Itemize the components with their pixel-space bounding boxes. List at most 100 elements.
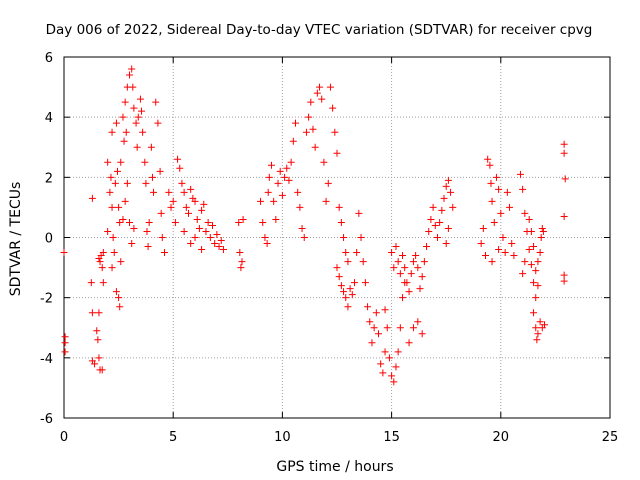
data-point [126,71,134,79]
data-point [195,224,203,232]
data-point [111,179,119,187]
data-point [320,158,328,166]
data-point [296,203,304,211]
data-point [527,261,535,269]
data-point [449,203,457,211]
chart-title: Day 006 of 2022, Sidereal Day-to-day VTE… [46,22,593,38]
data-point [121,98,129,106]
data-point [289,137,297,145]
data-point [276,167,284,175]
data-point [396,324,404,332]
data-point [348,291,356,299]
data-point [560,277,568,285]
data-point [239,215,247,223]
data-point [329,104,337,112]
data-point [416,285,424,293]
data-point [359,258,367,266]
data-point [263,240,271,248]
data-point [418,273,426,281]
y-tick-label: -4 [40,352,53,367]
data-point [107,173,115,181]
data-point [431,221,439,229]
data-point [116,303,124,311]
data-point [119,215,127,223]
data-point [119,113,127,121]
data-point [344,303,352,311]
data-point [405,288,413,296]
data-point [117,258,125,266]
y-axis-label: SDTVAR / TECUs [8,182,24,297]
data-point [117,158,125,166]
data-point [94,336,102,344]
data-point [433,234,441,241]
y-tick-label: -2 [40,292,53,307]
data-point [381,306,389,314]
data-point [156,167,164,175]
data-point [377,360,385,368]
data-point [333,149,341,157]
data-point [61,339,69,347]
data-point [311,143,319,151]
data-point [148,173,156,181]
data-point [499,234,507,241]
data-point [525,215,533,223]
data-point [335,273,343,281]
data-point [154,119,162,127]
data-point [497,209,505,217]
data-point [484,155,492,163]
data-point [532,267,540,275]
data-point [346,285,354,293]
data-point [270,197,278,205]
data-point [99,249,107,257]
y-tick-label: 6 [45,51,53,66]
data-point [96,258,104,266]
data-point [495,246,503,254]
data-point [407,270,415,278]
data-point [139,128,147,136]
data-point [534,258,542,266]
data-point [521,258,529,266]
data-point [98,264,106,272]
data-point [492,173,500,181]
data-point [495,185,503,193]
data-point [158,234,166,241]
x-tick-label: 0 [60,430,68,445]
data-point [335,203,343,211]
plot-frame [63,56,611,419]
data-point [193,215,201,223]
data-point [388,249,396,257]
data-point [331,128,339,136]
data-point [219,246,227,254]
data-point [184,209,192,217]
grid [64,57,610,418]
data-point [115,294,123,302]
data-point [392,243,400,251]
data-point [427,215,435,223]
data-point [399,294,407,302]
data-point [521,209,529,217]
data-point [508,240,516,248]
data-point [106,188,114,196]
data-point [487,179,495,187]
data-point [267,161,275,169]
data-point [202,227,210,235]
data-point [211,240,219,248]
data-point [274,179,282,187]
data-point [130,224,138,232]
data-point [560,212,568,220]
data-point [142,179,150,187]
data-point [538,224,546,232]
data-point [560,271,568,279]
data-point [318,95,326,103]
data-point [342,294,350,302]
data-point [532,294,540,302]
data-point [95,309,103,317]
data-point [482,252,490,260]
data-point [394,258,402,266]
data-point [144,243,152,251]
data-point [414,318,422,326]
data-point [112,119,120,127]
data-point [133,143,141,151]
x-axis-label: GPS time / hours [276,459,393,475]
data-point [130,104,138,112]
